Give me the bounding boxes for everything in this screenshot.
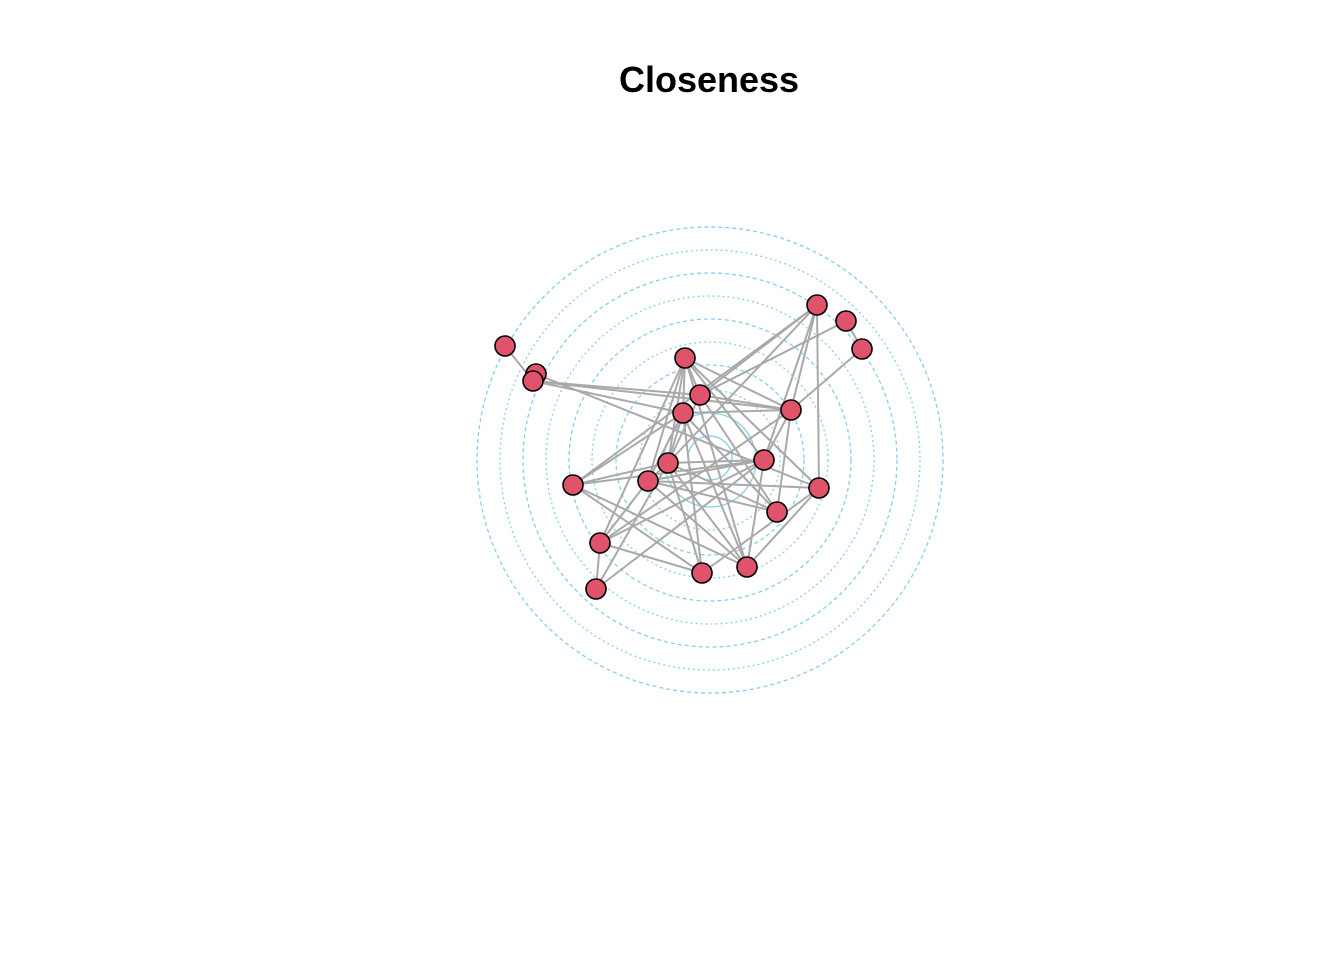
node-19 <box>736 556 758 578</box>
edge-12-19 <box>746 459 765 568</box>
edge-12-20 <box>595 459 765 590</box>
edge-9-18 <box>682 412 703 574</box>
edge-17-18 <box>599 542 703 574</box>
edge-12-17 <box>599 459 765 544</box>
node-16 <box>766 501 788 523</box>
edge-4-15 <box>684 357 820 489</box>
node-3 <box>522 370 544 392</box>
edge-3-9 <box>532 380 684 414</box>
node-12 <box>753 449 775 471</box>
edge-8-10 <box>699 394 792 411</box>
edge-4-12 <box>684 357 765 461</box>
plot-title: Closeness <box>618 59 800 100</box>
node-6 <box>835 310 857 332</box>
edge-4-10 <box>684 357 792 411</box>
edge-8-16 <box>699 394 778 513</box>
edge-11-18 <box>667 462 703 574</box>
node-20 <box>585 578 607 600</box>
node-11 <box>657 452 679 474</box>
graph-nodes <box>494 294 873 600</box>
closeness-ring-10 <box>476 226 944 694</box>
node-13 <box>637 470 659 492</box>
node-8 <box>689 384 711 406</box>
closeness-ring-9 <box>499 249 921 671</box>
node-18 <box>691 562 713 584</box>
closeness-ring-8 <box>522 272 898 648</box>
node-15 <box>808 477 830 499</box>
edge-11-12 <box>667 459 765 464</box>
edge-14-19 <box>572 484 748 568</box>
closeness-rings <box>476 226 944 694</box>
edge-6-8 <box>699 320 847 396</box>
edge-11-14 <box>572 462 669 486</box>
edge-10-16 <box>776 409 792 513</box>
edge-13-17 <box>599 480 649 544</box>
node-14 <box>562 474 584 496</box>
closeness-ring-3 <box>639 389 781 531</box>
edge-4-13 <box>647 357 686 482</box>
node-5 <box>806 294 828 316</box>
closeness-ring-4 <box>615 364 805 556</box>
edge-3-10 <box>532 380 792 411</box>
edge-9-13 <box>647 412 684 482</box>
edge-5-10 <box>790 304 818 411</box>
node-1 <box>494 335 516 357</box>
edge-9-14 <box>572 412 684 486</box>
node-4 <box>674 347 696 369</box>
edge-9-10 <box>682 409 792 414</box>
edge-5-11 <box>667 304 818 464</box>
node-7 <box>851 338 873 360</box>
edge-15-19 <box>746 487 820 568</box>
edge-14-18 <box>572 484 703 574</box>
closeness-ring-6 <box>568 318 852 602</box>
node-17 <box>589 532 611 554</box>
edge-9-19 <box>682 412 748 568</box>
edge-10-17 <box>599 409 792 544</box>
edge-13-16 <box>647 480 778 513</box>
edge-7-10 <box>790 348 863 411</box>
edge-11-19 <box>667 462 748 568</box>
closeness-ring-7 <box>545 295 875 625</box>
edge-5-12 <box>763 304 818 461</box>
edge-5-15 <box>816 304 820 489</box>
edge-13-15 <box>647 480 820 489</box>
node-10 <box>780 399 802 421</box>
edge-9-16 <box>682 412 778 513</box>
node-9 <box>672 402 694 424</box>
edge-15-18 <box>701 487 820 574</box>
